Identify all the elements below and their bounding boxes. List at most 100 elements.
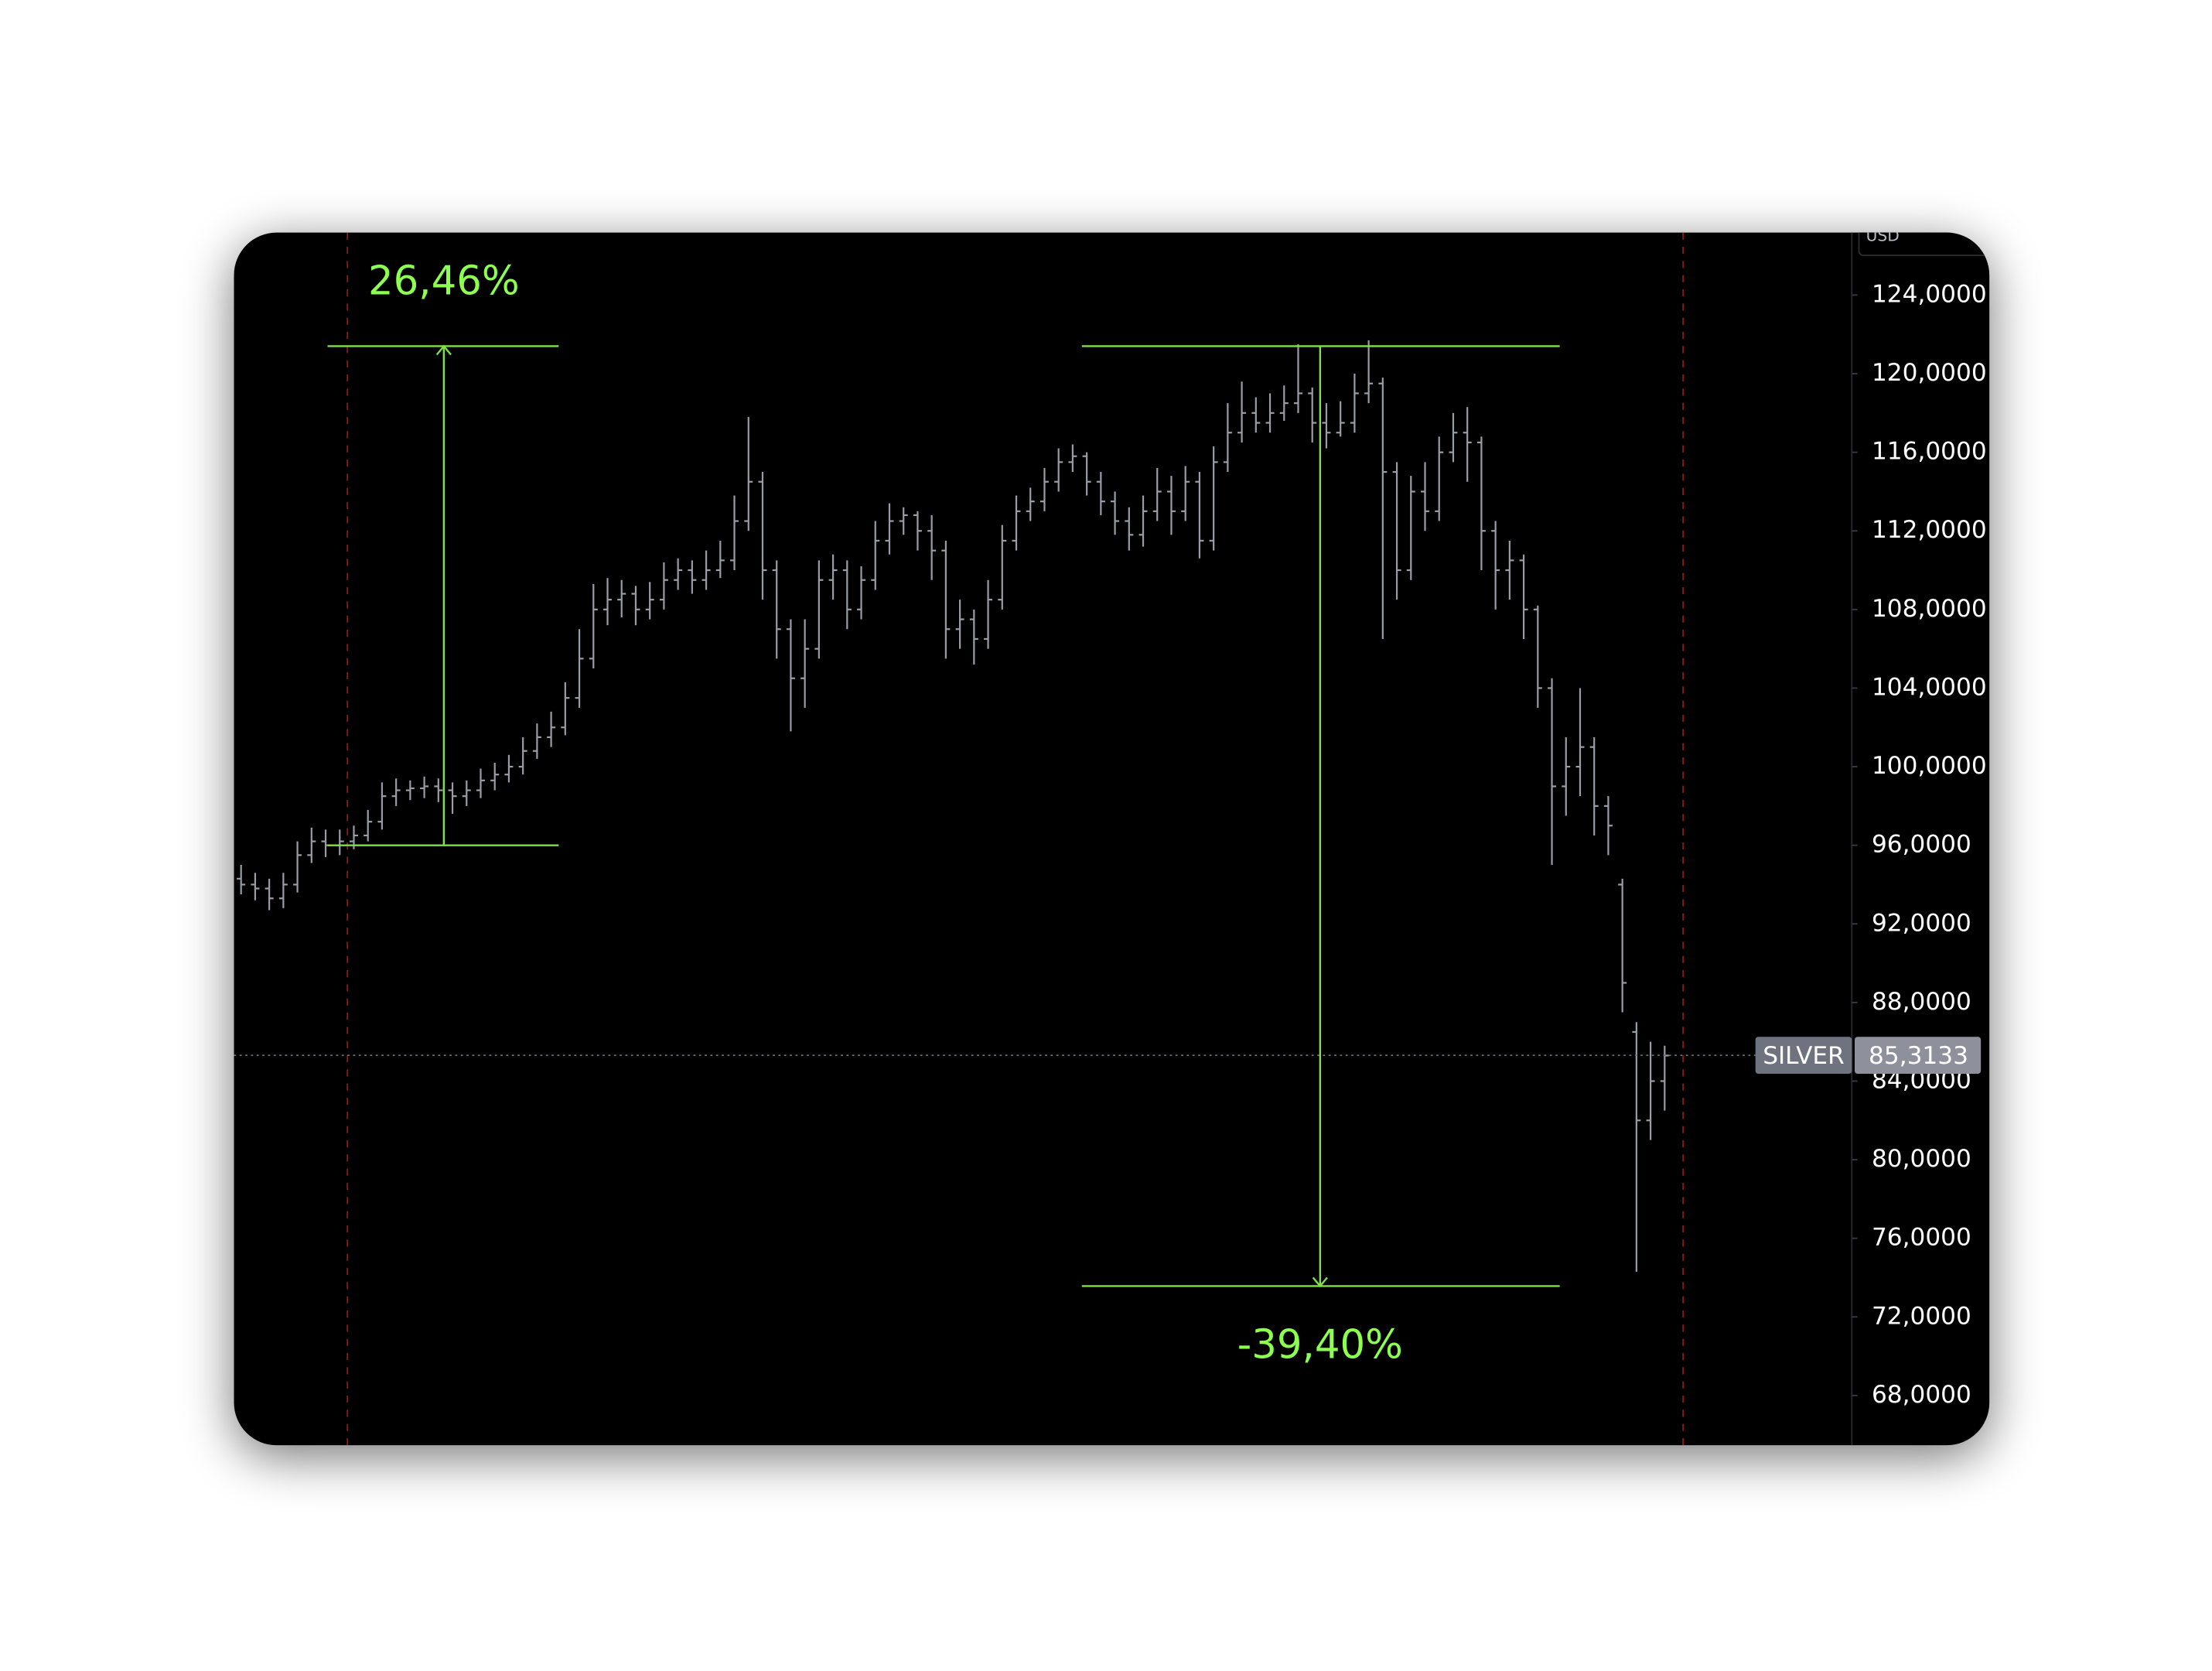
y-tick-label: 92,0000 — [1872, 909, 1971, 937]
ohlc-bar — [377, 782, 387, 830]
ohlc-bar — [715, 540, 725, 579]
ohlc-bar — [913, 511, 922, 551]
ohlc-bar — [1421, 462, 1430, 531]
ohlc-bar — [490, 762, 500, 791]
ohlc-bar — [1251, 397, 1261, 433]
ohlc-bar — [1392, 462, 1401, 600]
ohlc-bar — [688, 560, 697, 594]
ohlc-bar — [674, 558, 683, 590]
ohlc-bar — [462, 780, 471, 806]
ohlc-bar — [617, 579, 626, 618]
y-tick-label: 72,0000 — [1872, 1302, 1971, 1330]
ohlc-bar — [504, 754, 514, 783]
ohlc-bar — [1350, 374, 1359, 433]
ohlc-bar — [885, 503, 894, 555]
y-tick-label: 76,0000 — [1872, 1224, 1971, 1252]
measure-label: -39,40% — [1237, 1322, 1403, 1369]
ohlc-bar — [1237, 381, 1247, 443]
ohlc-bar — [293, 841, 302, 893]
ohlc-bar — [1449, 412, 1458, 463]
ohlc-bar — [631, 586, 640, 626]
y-tick-label: 88,0000 — [1872, 988, 1971, 1016]
ohlc-bar — [814, 560, 824, 659]
ohlc-bar — [1603, 796, 1613, 856]
y-tick-label: 100,0000 — [1872, 752, 1987, 780]
ohlc-bar — [1533, 605, 1542, 708]
ohlc-bar — [1632, 1022, 1641, 1272]
ohlc-bar — [828, 554, 838, 600]
y-tick-label: 68,0000 — [1872, 1381, 1971, 1409]
ohlc-bar — [1265, 393, 1275, 433]
y-tick-label: 108,0000 — [1872, 595, 1987, 623]
y-tick-label: 112,0000 — [1872, 516, 1987, 544]
ohlc-bar — [603, 578, 613, 626]
ohlc-bar — [786, 619, 795, 732]
ohlc-bar — [1562, 736, 1571, 816]
ohlc-bar — [1026, 487, 1035, 521]
ohlc-bar — [1463, 407, 1472, 482]
plot: USD 124,0000 120,0000 116,0000 112,0000 108,… — [234, 227, 1990, 1446]
y-tick-label: 124,0000 — [1872, 280, 1987, 308]
ohlc-bar — [1082, 452, 1091, 496]
ohlc-bar — [1096, 472, 1105, 515]
card — [234, 232, 1990, 1446]
ohlc-bar — [1054, 448, 1063, 492]
ohlc-bar — [1505, 540, 1514, 600]
symbol-box — [1755, 1037, 1852, 1074]
ohlc-bar — [857, 566, 866, 620]
ohlc-bar — [941, 540, 951, 659]
ohlc-bar — [1166, 476, 1176, 535]
ohlc-bar — [1012, 495, 1021, 551]
ohlc-bar — [744, 416, 753, 531]
measure-label: 26,46% — [368, 258, 520, 305]
ohlc-bar — [1293, 343, 1302, 413]
y-tick-label: 104,0000 — [1872, 673, 1987, 701]
ohlc-bar — [1039, 467, 1049, 511]
price-label: 85,3133 — [1869, 1042, 1968, 1070]
ohlc-bar — [645, 582, 654, 620]
ohlc-bar — [1152, 467, 1162, 521]
ohlc-bar — [434, 778, 443, 802]
ohlc-bar — [1491, 521, 1500, 610]
ohlc-bar — [969, 609, 978, 665]
symbol-label: SILVER — [1763, 1042, 1845, 1070]
ohlc-bar — [307, 827, 316, 863]
y-tick-label: 80,0000 — [1872, 1145, 1971, 1173]
ohlc-bar — [476, 768, 485, 798]
ohlc-bar — [899, 507, 908, 535]
ohlc-bar — [772, 560, 781, 659]
ohlc-bar — [265, 878, 274, 911]
ohlc-bar — [1181, 466, 1190, 521]
ohlc-bar — [448, 782, 457, 815]
ohlc-bar — [1138, 495, 1148, 547]
y-tick-label: 116,0000 — [1872, 438, 1987, 466]
arrow-head — [435, 344, 452, 356]
ohlc-bar — [1378, 378, 1388, 639]
ohlc-bar — [1308, 387, 1317, 443]
ohlc-bar — [659, 562, 668, 610]
ohlc-bar — [800, 619, 810, 708]
currency-label: USD — [1866, 227, 1900, 245]
ohlc-bar — [251, 873, 260, 900]
ohlc-bar — [1125, 507, 1134, 551]
ohlc-bar — [927, 514, 937, 580]
ohlc-bar — [871, 521, 880, 590]
ohlc-bar — [1476, 436, 1486, 571]
ohlc-bar — [561, 682, 570, 736]
ohlc-bar — [1195, 472, 1204, 559]
ohlc-bar — [842, 560, 852, 630]
ohlc-bar — [1646, 1041, 1655, 1140]
ohlc-bar — [1618, 878, 1627, 1013]
ohlc-bar — [532, 723, 541, 759]
currency-box — [1858, 232, 1990, 256]
ohlc-bar — [1209, 446, 1218, 551]
ohlc-bar — [237, 865, 246, 895]
ohlc-bar — [405, 780, 415, 801]
ohlc-bar — [391, 778, 401, 806]
ohlc-bar — [1111, 491, 1120, 535]
ohlc-bar — [701, 550, 711, 590]
y-tick-label: 96,0000 — [1872, 831, 1971, 859]
ohlc-bar — [420, 776, 429, 798]
arrow-head — [1312, 1276, 1328, 1288]
